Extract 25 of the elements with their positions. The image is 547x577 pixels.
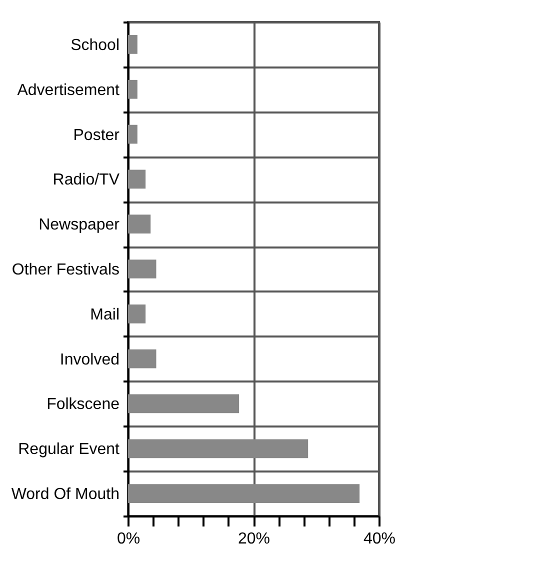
- x-tick-label: 0%: [116, 530, 140, 548]
- bar: [128, 80, 138, 99]
- bar: [128, 214, 151, 234]
- y-tick-label: Newspaper: [38, 216, 120, 234]
- bar: [128, 170, 146, 189]
- y-tick-label: Involved: [60, 351, 120, 368]
- bar: [128, 304, 146, 324]
- bar: [128, 484, 360, 503]
- y-tick-label: Regular Event: [18, 441, 120, 458]
- y-tick-label: School: [70, 36, 120, 54]
- bar: [128, 394, 240, 414]
- y-tick-label: Folkscene: [46, 396, 120, 414]
- y-tick-label: Other Festivals: [12, 262, 120, 278]
- bar: [128, 124, 138, 144]
- bar: [128, 35, 138, 54]
- y-tick-label: Mail: [90, 306, 120, 324]
- y-tick-label: Word Of Mouth: [11, 486, 120, 504]
- bar: [128, 439, 308, 458]
- x-tick-label: 20%: [238, 530, 270, 548]
- y-tick-label: Poster: [73, 126, 120, 144]
- bar: [128, 349, 156, 368]
- y-tick-label: Radio/TV: [52, 172, 120, 189]
- bar: [128, 260, 156, 278]
- y-tick-label: Advertisement: [17, 82, 120, 99]
- x-tick-label: 40%: [363, 530, 396, 548]
